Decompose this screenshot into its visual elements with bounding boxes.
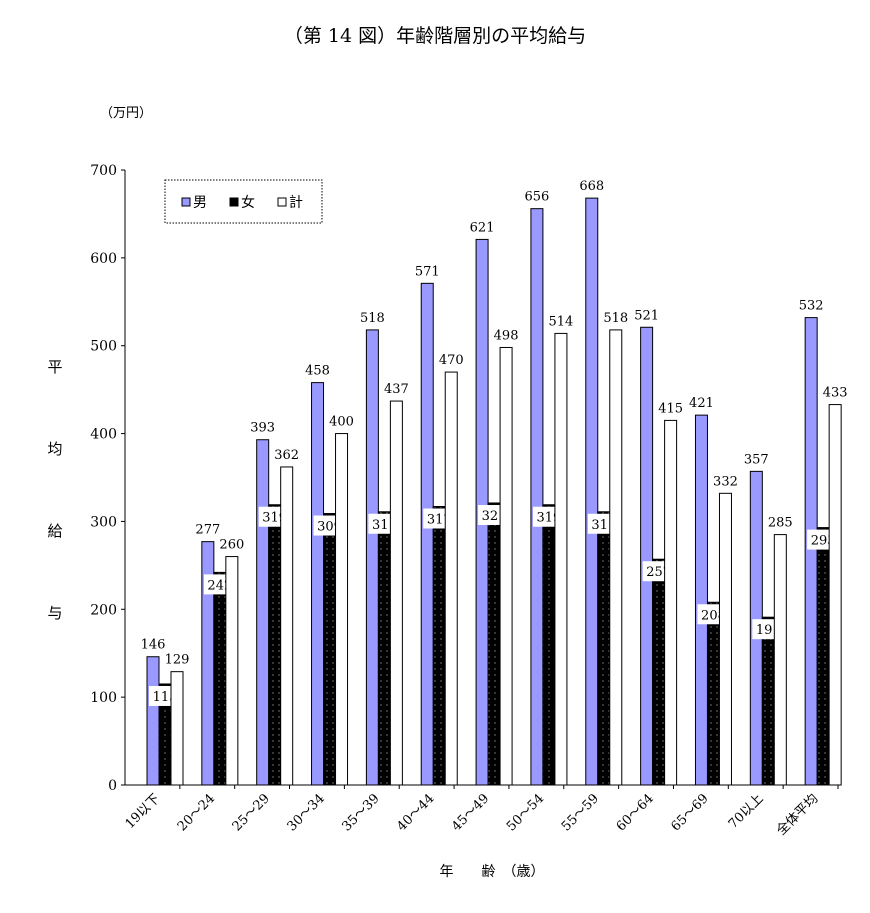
bar-女 xyxy=(377,511,391,786)
bar-男 xyxy=(694,414,708,786)
data-label: 146 xyxy=(141,638,166,653)
y-tick-label: 100 xyxy=(90,690,117,706)
data-label: 400 xyxy=(329,415,354,430)
x-tick-label: 60～64 xyxy=(614,791,657,834)
data-label: 518 xyxy=(603,311,628,326)
data-label: 421 xyxy=(689,396,714,411)
data-label: 571 xyxy=(415,264,440,279)
bar-女 xyxy=(761,616,775,786)
data-label: 521 xyxy=(634,308,659,323)
y-tick-label: 500 xyxy=(90,339,117,355)
data-label: 433 xyxy=(823,386,848,401)
data-label: 393 xyxy=(250,421,275,436)
data-label: 362 xyxy=(274,448,299,463)
chart-title: （第 14 図）年齢階層別の平均給与 xyxy=(284,25,586,47)
x-tick-label: 50～54 xyxy=(504,791,547,834)
x-axis-label: 年 齢 （歳） xyxy=(440,864,545,880)
data-label: 415 xyxy=(658,401,683,416)
x-tick-label: 70以上 xyxy=(726,791,767,832)
bar-女 xyxy=(323,513,337,786)
y-axis-label: 平均給与 xyxy=(47,358,62,622)
bar-男 xyxy=(365,329,379,786)
legend-swatch xyxy=(229,197,239,207)
bar-男 xyxy=(640,326,654,786)
data-label: 437 xyxy=(384,382,409,397)
bar-計 xyxy=(718,492,732,786)
x-tick-label: 全体平均 xyxy=(773,791,821,839)
legend-swatch xyxy=(181,197,191,207)
bar-男 xyxy=(146,656,160,786)
y-axis-label-char: 与 xyxy=(47,604,62,622)
legend: 男女計 xyxy=(164,179,323,224)
legend-label: 男 xyxy=(193,195,207,211)
x-tick-label: 19以下 xyxy=(123,791,164,832)
data-label: 668 xyxy=(579,179,604,194)
bar-計 xyxy=(609,329,623,786)
bar-女 xyxy=(432,505,446,786)
x-tick-label: 65～69 xyxy=(669,791,712,834)
data-label: 458 xyxy=(305,364,330,379)
bar-計 xyxy=(499,346,513,786)
bar-女 xyxy=(487,502,501,786)
legend-swatch xyxy=(277,197,287,207)
bar-男 xyxy=(530,208,544,786)
y-tick-label: 200 xyxy=(90,602,117,618)
bar-計 xyxy=(444,371,458,786)
bar-男 xyxy=(256,439,270,786)
bar-女 xyxy=(597,511,611,786)
data-label: 470 xyxy=(439,353,464,368)
data-label: 518 xyxy=(360,311,385,326)
x-tick-label: 25～29 xyxy=(230,791,273,834)
data-label: 621 xyxy=(470,220,495,235)
bar-女 xyxy=(816,527,830,786)
bar-計 xyxy=(170,671,184,786)
bar-計 xyxy=(389,400,403,786)
y-tick-label: 300 xyxy=(90,514,117,530)
bar-計 xyxy=(335,433,349,786)
bar-計 xyxy=(554,332,568,786)
bar-計 xyxy=(828,404,842,786)
x-tick-label: 55～59 xyxy=(559,791,602,834)
bar-女 xyxy=(268,504,282,786)
y-axis-label-char: 平 xyxy=(47,358,62,376)
x-tick-label: 20～24 xyxy=(175,791,218,834)
data-label: 656 xyxy=(525,190,550,205)
data-label: 357 xyxy=(744,452,769,467)
data-label: 277 xyxy=(195,523,220,538)
bar-女 xyxy=(542,504,556,786)
legend-box xyxy=(164,179,323,224)
y-axis-label-char: 均 xyxy=(47,440,62,458)
data-label: 514 xyxy=(549,314,574,329)
x-tick-label: 40～44 xyxy=(394,791,437,834)
data-label: 532 xyxy=(799,299,824,314)
bar-男 xyxy=(804,317,818,786)
data-label: 129 xyxy=(165,653,190,668)
bar-計 xyxy=(773,534,787,786)
y-tick-label: 600 xyxy=(90,251,117,267)
bar-計 xyxy=(664,419,678,786)
bar-女 xyxy=(213,571,227,786)
data-label: 260 xyxy=(219,538,244,553)
legend-label: 計 xyxy=(289,195,303,211)
bar-計 xyxy=(225,556,239,786)
data-label: 285 xyxy=(768,516,793,531)
bar-男 xyxy=(420,282,434,786)
y-axis-label-char: 給 xyxy=(47,522,62,540)
data-label: 498 xyxy=(494,328,519,343)
legend-label: 女 xyxy=(241,194,255,211)
data-label: 332 xyxy=(713,474,738,489)
bar-女 xyxy=(652,558,666,786)
unit-label: （万円） xyxy=(100,106,152,121)
bar-男 xyxy=(311,382,325,786)
bar-計 xyxy=(280,466,294,786)
bar-男 xyxy=(585,197,599,786)
x-tick-label: 35～39 xyxy=(339,791,382,834)
y-tick-label: 0 xyxy=(108,778,117,794)
y-tick-label: 700 xyxy=(90,163,117,179)
y-tick-label: 400 xyxy=(90,427,117,443)
x-tick-label: 45～49 xyxy=(449,791,492,834)
x-tick-label: 30～34 xyxy=(285,791,328,834)
bar-女 xyxy=(706,601,720,786)
